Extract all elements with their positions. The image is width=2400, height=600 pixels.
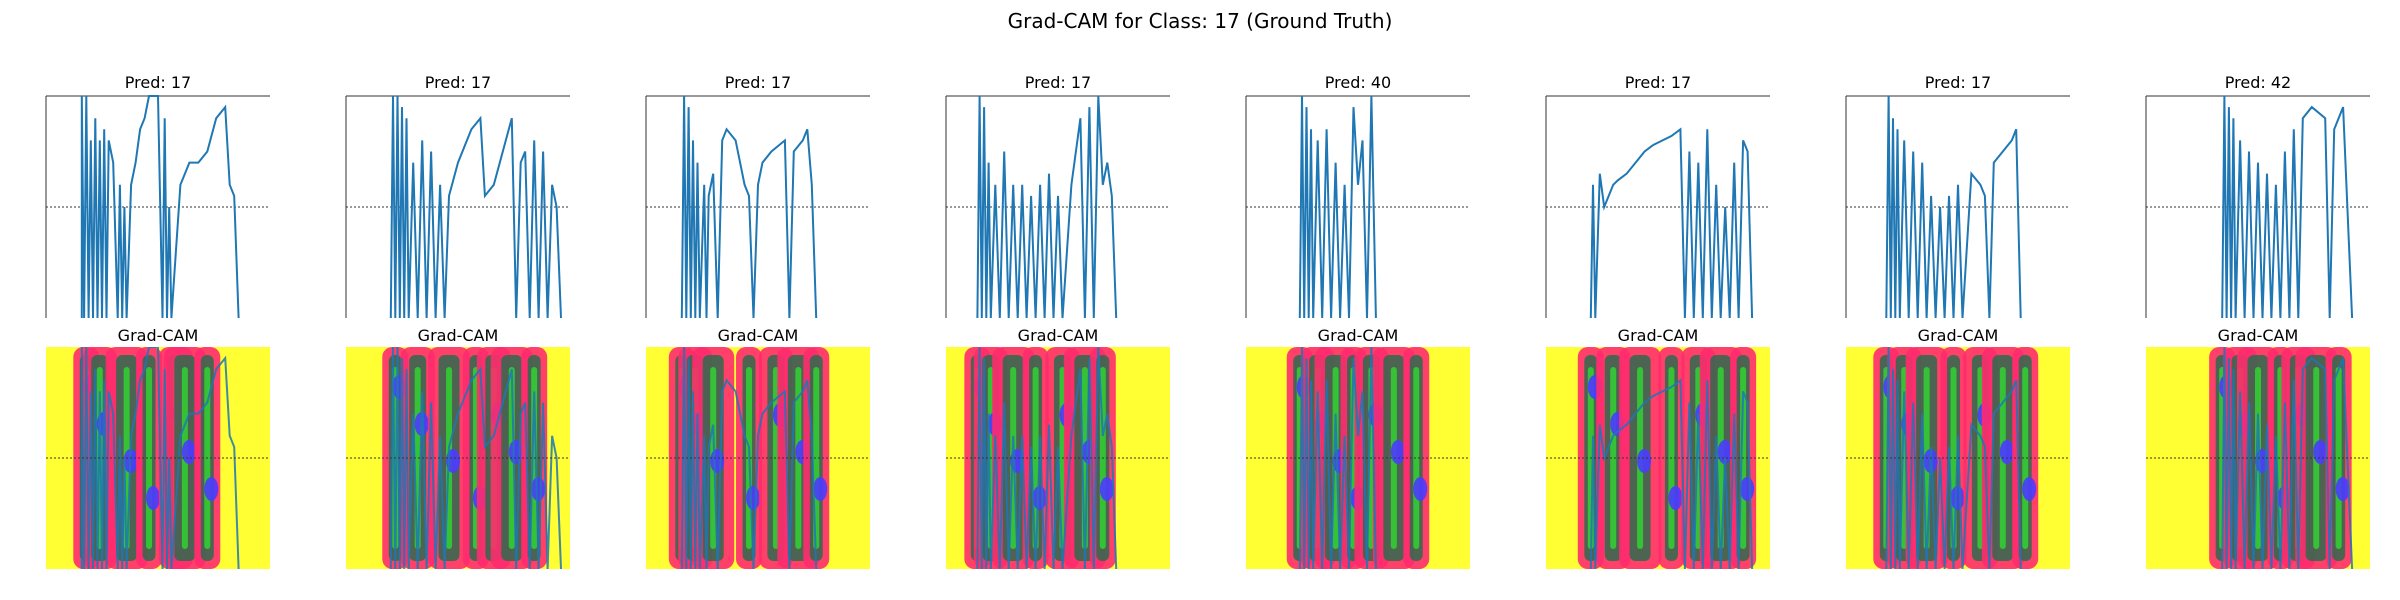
signal-plot: Pred: 42 — [2145, 73, 2370, 319]
signal-series — [80, 95, 240, 319]
signal-overlay — [680, 347, 818, 569]
gradcam-label: Grad-CAM — [118, 326, 199, 345]
gradcam-plot: Grad-CAM — [46, 326, 270, 569]
heatmap — [46, 347, 270, 569]
heat-peak — [1390, 440, 1405, 464]
pred-label: Pred: 17 — [1925, 73, 1991, 92]
signal-plot: Pred: 17 — [1545, 73, 1770, 319]
heatmap — [946, 347, 1170, 569]
gradcam-label: Grad-CAM — [1618, 326, 1699, 345]
heat-ridge — [1413, 367, 1420, 549]
signal-series — [389, 95, 562, 319]
figure-title: Grad-CAM for Class: 17 (Ground Truth) — [1008, 9, 1393, 33]
panel-5: Pred: 40 Grad-CAM — [1245, 73, 1470, 569]
heat-peak — [181, 440, 196, 464]
gradcam-plot: Grad-CAM — [2146, 326, 2370, 569]
panel-7: Pred: 17 Grad-CAM — [1845, 73, 2070, 569]
heat-peak — [1637, 449, 1652, 473]
heat-peak — [1668, 486, 1683, 510]
pred-label: Pred: 17 — [425, 73, 491, 92]
heat-peak — [1032, 486, 1047, 510]
gradcam-plot: Grad-CAM — [1846, 326, 2070, 569]
signal-plot: Pred: 17 — [1845, 73, 2070, 319]
gradcam-plot: Grad-CAM — [1546, 326, 1770, 569]
pred-label: Pred: 42 — [2225, 73, 2291, 92]
heat-peak — [1099, 477, 1114, 501]
pred-label: Pred: 17 — [725, 73, 791, 92]
heat-peak — [531, 477, 546, 501]
signal-series — [2221, 95, 2354, 319]
heatmap — [2146, 347, 2370, 569]
signal-overlay — [389, 347, 562, 569]
signal-plot: Pred: 17 — [345, 73, 570, 319]
heat-peak — [1950, 486, 1965, 510]
gradcam-plot: Grad-CAM — [946, 326, 1170, 569]
gradcam-plot: Grad-CAM — [646, 326, 870, 569]
gradcam-label: Grad-CAM — [1318, 326, 1399, 345]
heatmap — [646, 347, 870, 569]
heat-peak — [813, 477, 828, 501]
signal-overlay — [1589, 378, 1754, 569]
gradcam-label: Grad-CAM — [718, 326, 799, 345]
panel-2: Pred: 17 Grad-CAM — [345, 73, 570, 569]
gradcam-label: Grad-CAM — [418, 326, 499, 345]
heat-peak — [1717, 440, 1732, 464]
panel-1: Pred: 17 Grad-CAM — [45, 73, 270, 569]
heat-peak — [1740, 477, 1755, 501]
gradcam-label: Grad-CAM — [1018, 326, 1099, 345]
signal-series — [976, 95, 1118, 319]
pred-label: Pred: 17 — [125, 73, 191, 92]
signal-overlay — [976, 347, 1118, 569]
signal-series — [1589, 127, 1754, 319]
signal-series — [1885, 95, 2022, 319]
heatmap — [346, 347, 570, 569]
signal-overlay — [80, 347, 240, 569]
heatmap — [1246, 347, 1470, 569]
pred-label: Pred: 17 — [1625, 73, 1691, 92]
gradcam-plot: Grad-CAM — [346, 326, 570, 569]
heat-peak — [1999, 440, 2014, 464]
signal-overlay — [1885, 347, 2022, 569]
panel-8: Pred: 42 Grad-CAM — [2145, 73, 2370, 569]
signal-plot: Pred: 17 — [945, 73, 1170, 319]
heat-peak — [746, 486, 761, 510]
pred-label: Pred: 40 — [1325, 73, 1391, 92]
signal-plot: Pred: 17 — [645, 73, 870, 319]
signal-overlay — [1298, 347, 1377, 569]
gradcam-plot: Grad-CAM — [1246, 326, 1470, 569]
heat-ridge — [2022, 367, 2029, 549]
panel-3: Pred: 17 Grad-CAM — [645, 73, 870, 569]
panel-4: Pred: 17 Grad-CAM — [945, 73, 1170, 569]
heatmap — [1546, 347, 1770, 569]
gradcam-label: Grad-CAM — [1918, 326, 1999, 345]
pred-label: Pred: 17 — [1025, 73, 1091, 92]
heat-peak — [2335, 477, 2350, 501]
signal-plot: Pred: 40 — [1245, 73, 1470, 319]
heatmap — [1846, 347, 2070, 569]
heat-ridge — [1610, 367, 1617, 549]
heat-peak — [2022, 477, 2037, 501]
heat-peak — [204, 477, 219, 501]
gradcam-label: Grad-CAM — [2218, 326, 2299, 345]
heat-peak — [146, 486, 161, 510]
heat-peak — [2313, 440, 2328, 464]
signal-series — [680, 95, 818, 319]
heat-peak — [710, 449, 725, 473]
heat-peak — [1413, 477, 1428, 501]
signal-overlay — [2221, 347, 2354, 569]
panel-6: Pred: 17 Grad-CAM — [1545, 73, 1770, 569]
signal-series — [1298, 95, 1377, 319]
signal-plot: Pred: 17 — [45, 73, 270, 319]
